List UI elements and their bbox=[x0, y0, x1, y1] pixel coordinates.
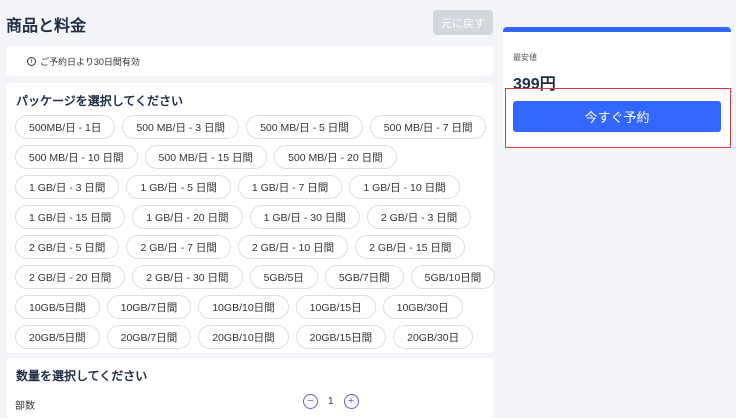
package-option[interactable]: 20GB/7日間 bbox=[106, 325, 192, 349]
quantity-value: 1 bbox=[328, 396, 334, 407]
package-option[interactable]: 10GB/10日間 bbox=[198, 295, 289, 319]
package-option[interactable]: 2 GB/日 - 5 日間 bbox=[15, 235, 120, 259]
package-option[interactable]: 20GB/10日間 bbox=[198, 325, 289, 349]
package-option[interactable]: 500 MB/日 - 3 日間 bbox=[122, 115, 240, 139]
package-row: 2 GB/日 - 5 日間 2 GB/日 - 7 日間 2 GB/日 - 10 日間… bbox=[15, 235, 484, 259]
package-row: 500 MB/日 - 10 日間 500 MB/日 - 15 日間 500 MB/日… bbox=[15, 145, 484, 169]
package-row: 1 GB/日 - 15 日間 1 GB/日 - 20 日間 1 GB/日 - 30 … bbox=[15, 205, 484, 229]
page-title: 商品と料金 bbox=[6, 18, 87, 35]
decrement-button[interactable]: − bbox=[303, 394, 318, 409]
package-row: 10GB/5日間 10GB/7日間 10GB/10日間 10GB/15日 10GB/30… bbox=[15, 295, 484, 319]
package-option[interactable]: 5GB/10日間 bbox=[410, 265, 496, 289]
package-heading: パッケージを選択してください bbox=[16, 94, 184, 108]
validity-notice: i ご予約日より30日間有効 bbox=[6, 46, 493, 76]
increment-button[interactable]: + bbox=[343, 394, 359, 409]
package-option[interactable]: 500MB/日 - 1日 bbox=[15, 115, 116, 139]
package-option[interactable]: 2 GB/日 - 3 日間 bbox=[366, 205, 472, 229]
package-option[interactable]: 20GB/30日 bbox=[393, 325, 474, 349]
package-option[interactable]: 1 GB/日 - 15 日間 bbox=[15, 205, 126, 229]
package-option[interactable]: 500 MB/日 - 10 日間 bbox=[15, 145, 138, 169]
package-option[interactable]: 10GB/7日間 bbox=[106, 295, 192, 319]
quantity-label: 部数 bbox=[15, 401, 35, 412]
lowest-price-label: 最安値 bbox=[513, 53, 537, 62]
package-option[interactable]: 5GB/5日 bbox=[249, 265, 318, 289]
highlight-box bbox=[505, 88, 731, 148]
package-option[interactable]: 500 MB/日 - 15 日間 bbox=[144, 145, 268, 169]
package-option[interactable]: 10GB/15日 bbox=[295, 295, 376, 319]
package-option[interactable]: 1 GB/日 - 20 日間 bbox=[132, 205, 243, 229]
back-button[interactable]: 元に戻す bbox=[433, 10, 493, 35]
quantity-heading: 数量を選択してください bbox=[16, 369, 148, 383]
package-option[interactable]: 2 GB/日 - 30 日間 bbox=[132, 265, 243, 289]
package-section: パッケージを選択してください 500MB/日 - 1日 500 MB/日 - 3 … bbox=[6, 83, 496, 353]
package-option[interactable]: 5GB/7日間 bbox=[324, 265, 404, 289]
package-option[interactable]: 2 GB/日 - 10 日間 bbox=[237, 235, 349, 259]
package-option[interactable]: 500 MB/日 - 7 日間 bbox=[369, 115, 487, 139]
quantity-stepper: − 1 + bbox=[303, 394, 359, 409]
package-option[interactable]: 20GB/5日間 bbox=[15, 325, 100, 349]
quantity-section: 数量を選択してください 部数 − 1 + bbox=[6, 358, 493, 418]
package-option[interactable]: 2 GB/日 - 7 日間 bbox=[126, 235, 231, 259]
package-row: 20GB/5日間 20GB/7日間 20GB/10日間 20GB/15日間 20GB/3… bbox=[15, 325, 484, 349]
package-row: 1 GB/日 - 3 日間 1 GB/日 - 5 日間 1 GB/日 - 7 日間 1… bbox=[15, 175, 484, 199]
package-option[interactable]: 1 GB/日 - 10 日間 bbox=[349, 175, 460, 199]
package-row: 500MB/日 - 1日 500 MB/日 - 3 日間 500 MB/日 - 5 … bbox=[15, 115, 487, 139]
notice-text: ご予約日より30日間有効 bbox=[40, 56, 140, 67]
package-option[interactable]: 20GB/15日間 bbox=[295, 325, 387, 349]
package-option[interactable]: 1 GB/日 - 7 日間 bbox=[237, 175, 343, 199]
package-option[interactable]: 10GB/30日 bbox=[382, 295, 463, 319]
package-option[interactable]: 1 GB/日 - 3 日間 bbox=[15, 175, 120, 199]
package-row: 2 GB/日 - 20 日間 2 GB/日 - 30 日間 5GB/5日 5GB/7日… bbox=[15, 265, 496, 289]
package-option[interactable]: 500 MB/日 - 5 日間 bbox=[246, 115, 363, 139]
package-option[interactable]: 1 GB/日 - 30 日間 bbox=[249, 205, 360, 229]
package-option[interactable]: 2 GB/日 - 20 日間 bbox=[15, 265, 126, 289]
package-options: 500MB/日 - 1日 500 MB/日 - 3 日間 500 MB/日 - 5 … bbox=[15, 115, 496, 349]
package-option[interactable]: 2 GB/日 - 15 日間 bbox=[355, 235, 466, 259]
book-now-button[interactable]: 今すぐ予約 bbox=[513, 101, 721, 132]
package-option[interactable]: 1 GB/日 - 5 日間 bbox=[126, 175, 231, 199]
package-option[interactable]: 10GB/5日間 bbox=[15, 295, 100, 319]
package-option[interactable]: 500 MB/日 - 20 日間 bbox=[274, 145, 397, 169]
info-icon: i bbox=[27, 56, 36, 66]
